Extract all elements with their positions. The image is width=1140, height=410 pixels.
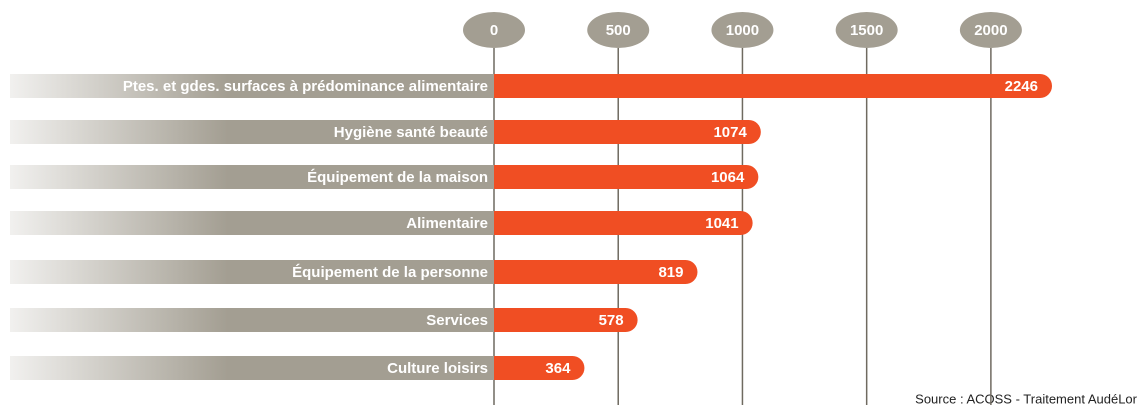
value-label: 819: [658, 264, 683, 281]
value-label: 1064: [711, 169, 745, 186]
bar: [494, 120, 761, 144]
bar: [494, 74, 1053, 98]
category-label: Culture loisirs: [387, 360, 488, 377]
bar: [494, 356, 585, 380]
x-tick-label: 0: [490, 22, 498, 39]
tick-badge: [959, 12, 1022, 48]
category-label: Ptes. et gdes. surfaces à prédominance a…: [123, 78, 488, 95]
bar: [494, 165, 759, 189]
category-label: Équipement de la maison: [307, 169, 488, 186]
category-band: [10, 74, 494, 98]
category-band: [10, 260, 494, 284]
x-tick-label: 2000: [974, 22, 1007, 39]
category-label: Alimentaire: [406, 215, 488, 232]
x-tick-label: 1000: [726, 22, 759, 39]
tick-badge: [711, 12, 774, 48]
bar: [494, 260, 698, 284]
category-label: Services: [426, 312, 488, 329]
value-label: 2246: [1005, 78, 1038, 95]
category-label: Équipement de la personne: [292, 264, 488, 281]
source: Source : ACOSS - Traitement AudéLor: [915, 391, 1138, 406]
value-label: 364: [545, 360, 571, 377]
category-label: Hygiène santé beauté: [334, 124, 488, 141]
x-tick-label: 1500: [850, 22, 883, 39]
category-band: [10, 120, 494, 144]
value-label: 1074: [713, 124, 747, 141]
tick-badge: [587, 12, 650, 48]
bar: [494, 211, 753, 235]
value-label: 1041: [705, 215, 738, 232]
value-label: 578: [599, 312, 624, 329]
tick-badge: [463, 12, 525, 48]
category-band: [10, 211, 494, 235]
category-band: [10, 165, 494, 189]
category-band: [10, 308, 494, 332]
category-band: [10, 356, 494, 380]
bar: [494, 308, 638, 332]
x-tick-label: 500: [606, 22, 631, 39]
tick-badge: [835, 12, 898, 48]
